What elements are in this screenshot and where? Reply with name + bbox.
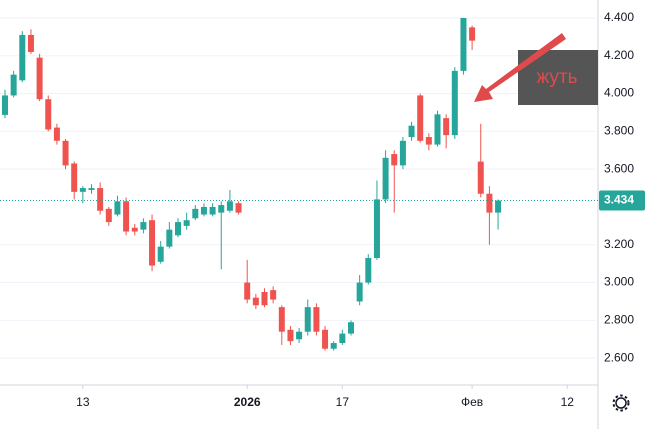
candle-body (140, 222, 147, 230)
candle-body (27, 34, 34, 52)
candle-body (79, 188, 86, 192)
candle-body (460, 17, 467, 71)
candle-body (313, 307, 320, 332)
annotation-arrow (474, 33, 566, 102)
candle-body (365, 257, 372, 283)
candle-body (477, 161, 484, 194)
annotation-text: жуть (536, 67, 577, 88)
candle-body (417, 95, 424, 141)
candle-body (200, 206, 207, 215)
candle-body (495, 200, 502, 213)
x-tick-label: 2026 (234, 395, 261, 409)
candle-body (451, 70, 458, 136)
candle-body (131, 227, 138, 232)
candle-body (175, 222, 181, 236)
y-tick-label: 4.000 (604, 86, 634, 100)
candle-body (252, 297, 259, 306)
candle-body (166, 229, 173, 247)
candle-body (399, 140, 406, 166)
last-price-label: 3.434 (604, 193, 634, 207)
candle-body (10, 74, 17, 96)
candle-body (149, 220, 156, 266)
candle-body (434, 114, 441, 145)
annotation: жуть (474, 33, 598, 105)
y-tick-label: 3.000 (604, 275, 634, 289)
candle-body (278, 307, 285, 332)
candle-body (348, 322, 354, 334)
candle-body (373, 199, 380, 258)
candle-body (226, 201, 233, 211)
candle-body (235, 203, 242, 213)
candle-body (425, 137, 432, 145)
candle-body (97, 188, 104, 211)
last-price-box (599, 190, 645, 211)
settings-icon[interactable] (612, 394, 630, 412)
candle-body (486, 193, 493, 213)
candle-body (339, 333, 346, 344)
candle-body (62, 140, 69, 166)
candle-body (114, 201, 121, 215)
candle-body (209, 206, 216, 215)
candle-body (296, 331, 303, 340)
candle-body (53, 127, 60, 141)
candle-body (244, 282, 251, 300)
candle-body (157, 246, 164, 262)
candle-body (443, 118, 450, 136)
candle-body (469, 27, 476, 41)
marks: 2.600 2.800 3.000 3.200 3.600 3.800 4.000 4.200… (0, 10, 634, 409)
candle-body (304, 307, 311, 332)
candle-body (183, 220, 190, 226)
candle-body (391, 154, 398, 166)
candle-body (287, 329, 294, 342)
y-tick-label: 2.600 (604, 350, 634, 364)
candle-body (218, 205, 225, 213)
y-tick-label: 3.800 (604, 124, 634, 138)
x-tick-label: 17 (336, 395, 350, 409)
candle-body (192, 208, 199, 219)
y-tick-label: 4.200 (604, 48, 634, 62)
candle-body (36, 57, 43, 100)
y-tick-label: 4.400 (604, 10, 634, 24)
candle-body (356, 282, 363, 302)
candle-body (270, 290, 277, 300)
candle-body (261, 292, 268, 306)
x-tick-label: 12 (561, 395, 575, 409)
gear-teeth[interactable] (612, 394, 630, 412)
y-tick-label: 3.200 (604, 237, 634, 251)
candle-body (2, 95, 8, 115)
candle-body (408, 125, 415, 138)
candle-body (382, 157, 389, 200)
candle-body (123, 201, 130, 232)
y-tick-label: 2.800 (604, 313, 634, 327)
candle-body (71, 163, 78, 192)
x-tick-label: 13 (76, 395, 90, 409)
y-tick-label: 3.600 (604, 161, 634, 175)
candle-body (88, 188, 95, 190)
candle-body (105, 208, 112, 223)
x-tick-label: Фев (461, 395, 483, 409)
candle-body (322, 329, 329, 349)
candle-body (45, 99, 52, 130)
candle-body (19, 34, 26, 81)
candle-body (330, 343, 337, 349)
gear[interactable] (615, 397, 627, 409)
